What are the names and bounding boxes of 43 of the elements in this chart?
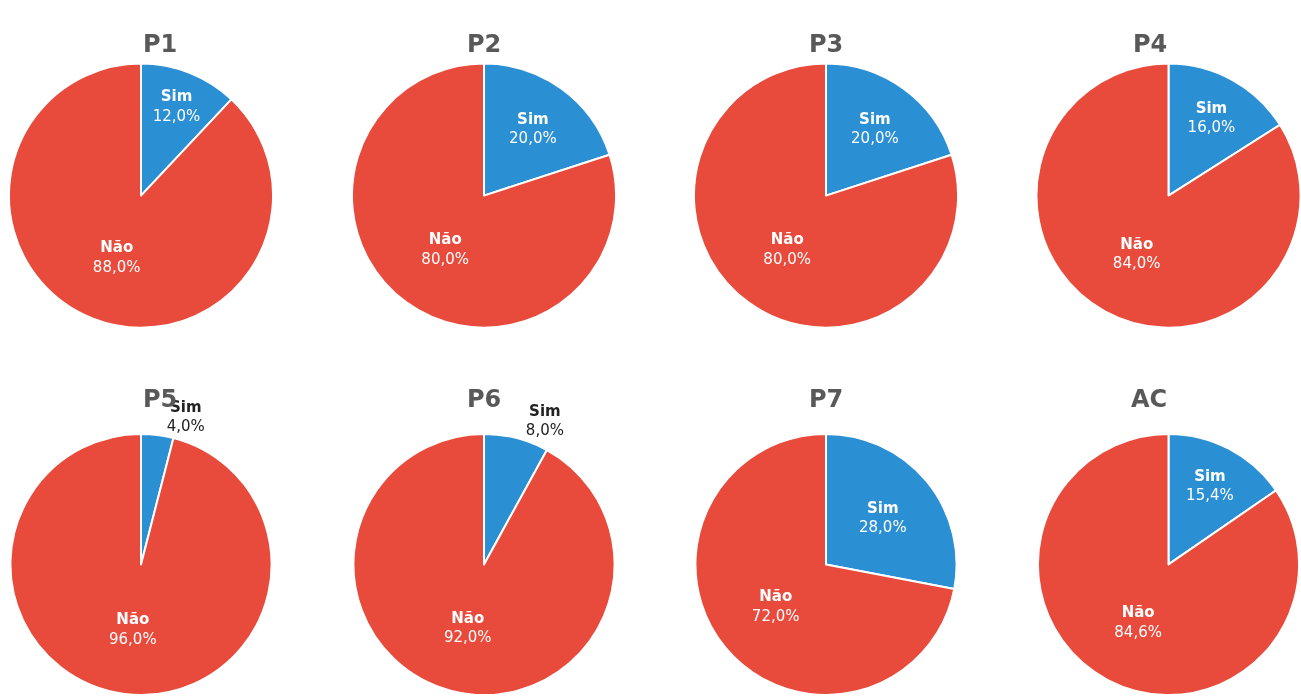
chart-title: P1	[143, 30, 178, 58]
chart-title: P7	[809, 385, 844, 413]
data-label: 20,0%	[509, 129, 557, 148]
slice-label: Sim	[529, 401, 561, 420]
slice-label: Não	[100, 238, 134, 257]
data-label: 15,4%	[1186, 486, 1234, 505]
slice-label: Não	[770, 230, 804, 249]
data-label: 84,0%	[1112, 254, 1161, 273]
data-label: 92,0%	[443, 628, 492, 647]
data-label: 96,0%	[108, 629, 157, 648]
slice-label: Não	[116, 610, 150, 629]
slice-label: Não	[428, 230, 462, 249]
slice-label: Não	[1120, 234, 1154, 253]
data-label: 84,6%	[1114, 622, 1162, 641]
pie-slice	[694, 432, 956, 696]
data-label: 80,0%	[763, 249, 812, 268]
slice-label: Não	[1121, 603, 1155, 622]
slice-label: Sim	[1194, 466, 1226, 485]
chart-title: P6	[467, 385, 502, 413]
chart-title: AC	[1131, 385, 1168, 413]
data-label: 20,0%	[851, 129, 899, 148]
data-label: 72,0%	[751, 606, 800, 625]
pie-slice	[350, 62, 617, 329]
data-label: 12,0%	[152, 106, 201, 125]
pie-slice	[8, 62, 274, 329]
slice-label: Sim	[859, 109, 891, 128]
slice-label: Sim	[1195, 98, 1228, 117]
data-label: 80,0%	[421, 249, 470, 268]
data-label: 16,0%	[1187, 118, 1236, 137]
chart-title: P4	[1133, 30, 1168, 58]
slice-label: Sim	[160, 87, 193, 106]
slice-label: Sim	[517, 109, 549, 128]
chart-title: P2	[467, 30, 502, 58]
data-label: 28,0%	[858, 518, 907, 537]
pie-slice	[9, 432, 273, 696]
chart-title: P3	[809, 30, 844, 58]
data-label: 88,0%	[92, 257, 141, 276]
data-label: 8,0%	[525, 421, 564, 440]
slice-label: Não	[451, 608, 485, 627]
pie-slice	[692, 62, 959, 329]
slice-label: Sim	[867, 498, 899, 517]
data-label: 4,0%	[166, 417, 205, 436]
slice-label: Não	[759, 587, 793, 606]
